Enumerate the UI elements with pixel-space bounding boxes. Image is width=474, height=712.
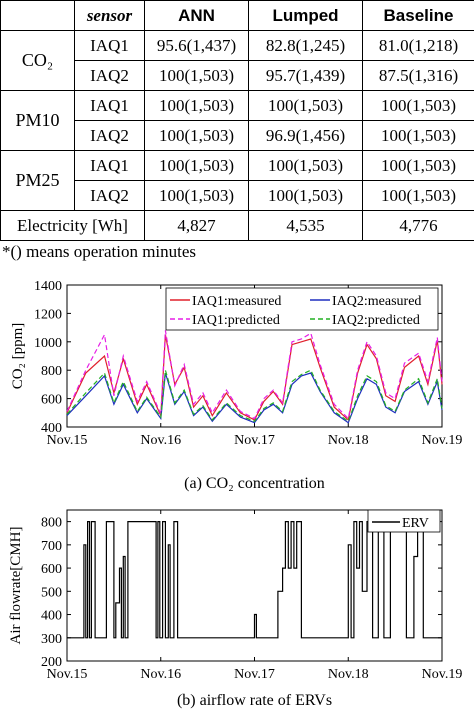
ann-cell: 100(1,503) <box>144 150 249 181</box>
table-row: PM10 IAQ1 100(1,503) 100(1,503) 100(1,50… <box>0 90 474 151</box>
lumped-cell: 100(1,503) <box>248 90 363 121</box>
co2-chart: 400 600 800 1000 1200 1400 Nov.15 Nov.16 Nov.17 N… <box>10 279 463 492</box>
legend-label: IAQ1:predicted <box>192 313 280 328</box>
y-tick-label: 1000 <box>34 336 62 351</box>
header-cell-baseline: Baseline <box>362 0 474 31</box>
sensor-cell: IAQ1 <box>74 150 145 181</box>
y-tick-label: 800 <box>41 364 62 379</box>
y-tick-label: 1400 <box>34 279 62 294</box>
y-tick-label: 600 <box>41 393 62 408</box>
header-cell-group <box>0 0 75 31</box>
y-axis-label: CO₂ [ppm] <box>10 323 26 389</box>
baseline-cell: 100(1,503) <box>362 90 474 121</box>
chart-caption: (b) airflow rate of ERVs <box>177 692 332 709</box>
series-line <box>67 521 442 639</box>
baseline-cell: 81.0(1,218) <box>362 30 474 61</box>
series-line <box>66 372 443 424</box>
baseline-cell: 100(1,503) <box>362 150 474 181</box>
header-row: sensor ANN Lumped Baseline <box>0 0 474 31</box>
lumped-cell: 82.8(1,245) <box>248 30 363 61</box>
x-tick-label: Nov.19 <box>422 667 463 682</box>
table-footnote: *() means operation minutes <box>2 242 197 261</box>
ann-cell: 4,827 <box>144 210 249 241</box>
chart-caption: (a) CO₂ concentration <box>184 475 325 492</box>
y-tick-label: 800 <box>41 516 62 531</box>
legend-box <box>367 509 441 533</box>
y-tick-label: 400 <box>41 609 62 624</box>
header-cell-ann: ANN <box>144 0 249 31</box>
x-tick-label: Nov.17 <box>234 667 275 682</box>
ann-cell: 100(1,503) <box>144 90 249 121</box>
x-tick-label: Nov.15 <box>47 433 88 448</box>
x-tick-label: Nov.17 <box>234 433 275 448</box>
y-tick-label: 1200 <box>34 307 62 322</box>
y-axis-label: Air flowrate[CMH] <box>8 527 24 645</box>
sensor-cell: IAQ2 <box>74 60 145 91</box>
ann-cell: 95.6(1,437) <box>144 30 249 61</box>
x-tick-label: Nov.16 <box>140 667 181 682</box>
table-row: IAQ2 100(1,503) 100(1,503) 100(1,503) <box>1 180 474 211</box>
header-cell-lumped: Lumped <box>248 0 363 31</box>
legend-label: IAQ2:measured <box>332 294 421 309</box>
y-tick-label: 400 <box>41 421 62 436</box>
table-row: IAQ2 100(1,503) 96.9(1,456) 100(1,503) <box>1 120 474 151</box>
electricity-row: Electricity [Wh] 4,827 4,535 4,776 <box>0 210 474 241</box>
legend-label: ERV <box>402 516 429 531</box>
y-tick-label: 700 <box>41 539 62 554</box>
group-label-co2: CO₂ <box>0 30 75 91</box>
electricity-label: Electricity [Wh] <box>0 210 145 241</box>
baseline-cell: 87.5(1,316) <box>362 60 474 91</box>
lumped-cell: 96.9(1,456) <box>248 120 363 151</box>
header-cell-sensor: sensor <box>74 0 145 31</box>
x-tick-label: Nov.16 <box>140 433 181 448</box>
table-row: CO₂ IAQ1 95.6(1,437) 82.8(1,245) 81.0(1,… <box>0 30 474 91</box>
lumped-cell: 100(1,503) <box>248 150 363 181</box>
table-row: IAQ2 100(1,503) 95.7(1,439) 87.5(1,316) <box>1 60 474 91</box>
legend-label: IAQ2:predicted <box>332 313 420 328</box>
x-tick-label: Nov.18 <box>328 667 369 682</box>
baseline-cell: 100(1,503) <box>362 180 474 211</box>
sensor-cell: IAQ2 <box>74 180 145 211</box>
baseline-cell: 100(1,503) <box>362 120 474 151</box>
y-tick-label: 300 <box>41 632 62 647</box>
baseline-cell: 4,776 <box>362 210 474 241</box>
lumped-cell: 4,535 <box>248 210 363 241</box>
table-row: PM25 IAQ1 100(1,503) 100(1,503) 100(1,50… <box>0 150 474 211</box>
airflow-chart: 200 300 400 500 600 700 800 Nov.15 Nov.16 Nov.17 N… <box>8 509 463 709</box>
sensor-cell: IAQ1 <box>74 30 145 61</box>
lumped-cell: 95.7(1,439) <box>248 60 363 91</box>
ann-cell: 100(1,503) <box>144 180 249 211</box>
legend-box <box>165 287 439 331</box>
x-tick-label: Nov.18 <box>328 433 369 448</box>
ann-cell: 100(1,503) <box>144 60 249 91</box>
sensor-cell: IAQ2 <box>74 120 145 151</box>
x-tick-label: Nov.19 <box>422 433 463 448</box>
ann-cell: 100(1,503) <box>144 120 249 151</box>
x-tick-label: Nov.15 <box>47 667 88 682</box>
y-tick-label: 200 <box>41 655 62 670</box>
y-tick-label: 500 <box>41 585 62 600</box>
lumped-cell: 100(1,503) <box>248 180 363 211</box>
group-label-pm25: PM25 <box>0 150 75 211</box>
y-tick-label: 600 <box>41 562 62 577</box>
group-label-pm10: PM10 <box>0 90 75 151</box>
legend-label: IAQ1:measured <box>192 294 281 309</box>
series-line <box>66 334 443 422</box>
sensor-cell: IAQ1 <box>74 90 145 121</box>
results-table: sensor ANN Lumped Baseline CO₂ IAQ1 95.6… <box>0 0 474 241</box>
